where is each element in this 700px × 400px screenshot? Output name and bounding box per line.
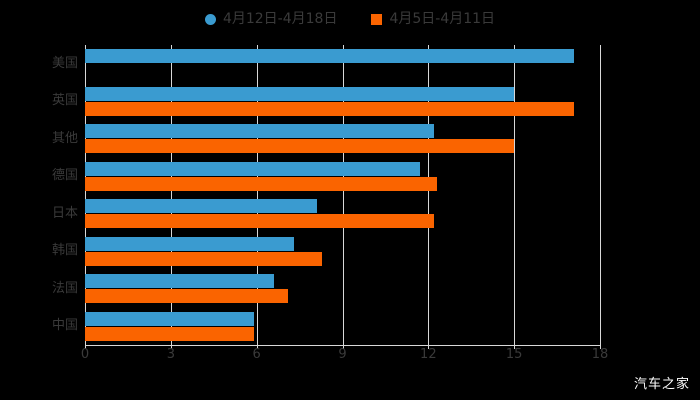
bar-series-2[interactable] bbox=[85, 176, 437, 191]
x-axis-tick-label: 9 bbox=[338, 347, 347, 362]
bar-series-1[interactable] bbox=[85, 161, 420, 176]
bar-row bbox=[85, 272, 600, 309]
y-axis-label: 英国 bbox=[51, 93, 78, 109]
x-axis-tick bbox=[514, 345, 516, 349]
x-axis-tick-label: 12 bbox=[420, 347, 437, 362]
legend-square-marker-icon bbox=[371, 13, 383, 25]
bar-row bbox=[85, 160, 600, 197]
x-axis-tick-label: 15 bbox=[505, 347, 523, 362]
bar-series-1[interactable] bbox=[85, 236, 294, 251]
y-axis-label: 德国 bbox=[51, 168, 78, 184]
x-axis-tick bbox=[428, 345, 430, 349]
chart-legend: 4月12日-4月18日 4月5日-4月11日 bbox=[0, 8, 700, 30]
bar-series-2[interactable] bbox=[85, 326, 254, 341]
y-axis-label: 法国 bbox=[51, 280, 78, 296]
bar-series-1[interactable] bbox=[85, 49, 575, 63]
bar-series-1[interactable] bbox=[85, 86, 515, 101]
y-axis-label: 中国 bbox=[51, 318, 78, 334]
x-axis-tick bbox=[256, 345, 258, 349]
legend-label-series-1: 4月12日-4月18日 bbox=[222, 11, 338, 27]
legend-label-series-2: 4月5日-4月11日 bbox=[389, 11, 496, 27]
y-axis-label: 美国 bbox=[51, 55, 78, 71]
bar-series-2[interactable] bbox=[85, 214, 435, 228]
bar-row bbox=[85, 310, 600, 347]
x-axis-tick-label: 3 bbox=[166, 347, 175, 362]
bar-series-1[interactable] bbox=[85, 124, 435, 138]
gridline-18 bbox=[600, 45, 601, 345]
x-axis-tick bbox=[600, 345, 601, 349]
bar-row bbox=[85, 47, 600, 84]
bar-series-1[interactable] bbox=[85, 199, 317, 213]
legend-item-series-2[interactable]: 4月5日-4月11日 bbox=[371, 12, 495, 26]
legend-circle-marker-icon bbox=[204, 13, 216, 25]
plot-area bbox=[85, 45, 601, 346]
x-axis-tick-label: 6 bbox=[252, 347, 261, 362]
bar-row bbox=[85, 122, 600, 159]
x-axis-tick-labels: 0 3 6 9 12 15 18 bbox=[81, 347, 608, 366]
x-axis-tick bbox=[342, 345, 344, 349]
bar-series-2[interactable] bbox=[85, 251, 323, 266]
bar-series-1[interactable] bbox=[85, 274, 274, 288]
x-axis-tick-label: 0 bbox=[80, 347, 90, 362]
bar-series-2[interactable] bbox=[85, 101, 575, 116]
y-axis-label: 日本 bbox=[51, 205, 78, 221]
bar-row bbox=[85, 235, 600, 272]
watermark: 汽车之家 bbox=[633, 377, 690, 392]
bar-rows bbox=[85, 45, 600, 345]
bar-series-1[interactable] bbox=[85, 311, 254, 326]
legend-item-series-1[interactable]: 4月12日-4月18日 bbox=[204, 11, 338, 27]
y-axis-label: 韩国 bbox=[51, 243, 78, 259]
x-axis-tick bbox=[85, 345, 86, 349]
y-axis-label: 其他 bbox=[51, 130, 78, 146]
bar-series-2[interactable] bbox=[85, 139, 515, 153]
x-axis-tick-label: 18 bbox=[591, 347, 609, 362]
bar-row bbox=[85, 197, 600, 234]
bar-row bbox=[85, 85, 600, 122]
y-axis-labels: 美国英国其他德国日本韩国法国中国 bbox=[0, 45, 78, 345]
x-axis-tick bbox=[170, 345, 172, 349]
bar-series-2[interactable] bbox=[85, 289, 289, 303]
